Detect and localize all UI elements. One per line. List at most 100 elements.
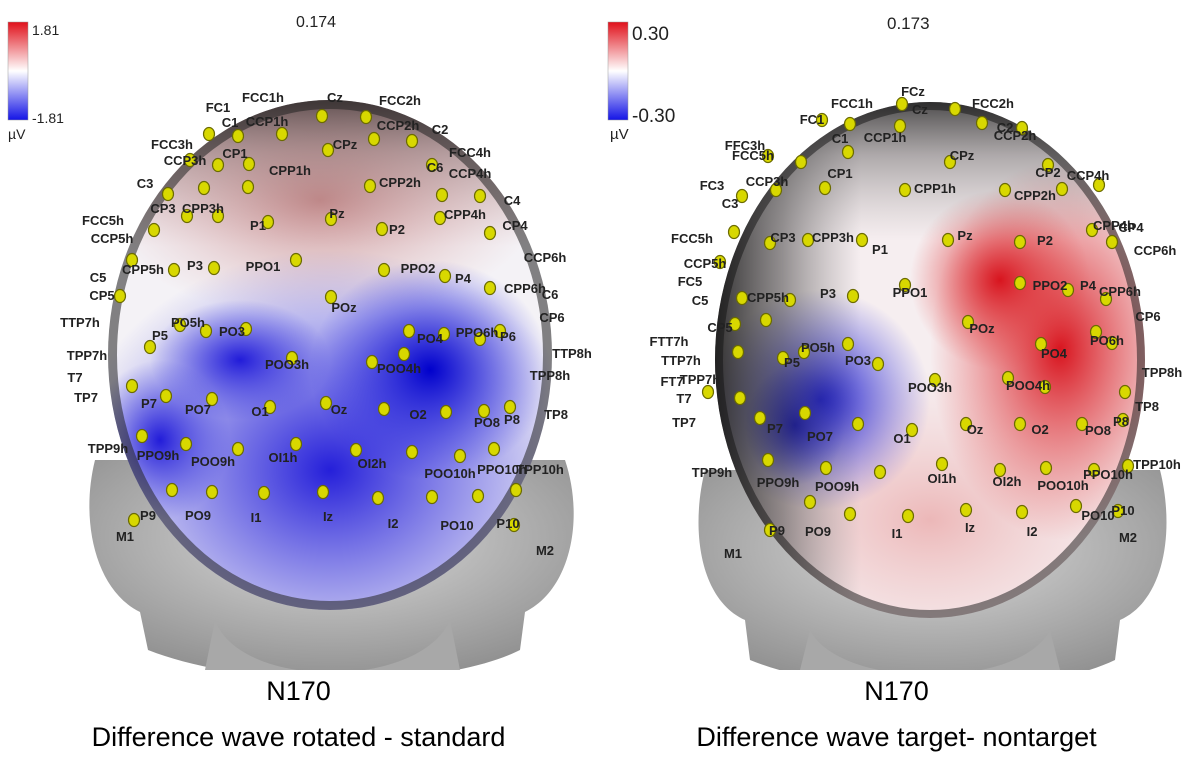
electrode-label: PO8 (1085, 423, 1111, 438)
electrode-label: FTT7h (650, 334, 689, 349)
electrode-dot (993, 462, 1007, 478)
electrode-dot (316, 484, 330, 500)
electrode-label: TTP7h (60, 315, 100, 330)
electrode-dot (199, 323, 213, 339)
electrode-label: CCP3h (164, 153, 207, 168)
electrode-label: Pz (957, 228, 973, 243)
electrode-dot (239, 321, 253, 337)
electrode-dot (871, 356, 885, 372)
electrode-dot (315, 108, 329, 124)
electrode-dot (1015, 504, 1029, 520)
electrode-dot (477, 403, 491, 419)
electrode-dot (797, 344, 811, 360)
electrode-label: P2 (389, 222, 405, 237)
scalp-surface (715, 102, 1145, 618)
electrode-label: PPO2 (1033, 278, 1068, 293)
electrode-dot (961, 314, 975, 330)
electrode-label: Cz (912, 102, 928, 117)
time-point-label: 0.174 (296, 14, 337, 31)
electrode-label: I2 (1027, 524, 1038, 539)
electrode-dot (207, 260, 221, 276)
electrode-dot (873, 464, 887, 480)
electrode-label: CCP2h (377, 118, 420, 133)
electrode-dot (841, 336, 855, 352)
electrode-dot (483, 225, 497, 241)
electrode-label: M1 (724, 546, 742, 561)
electrode-label: CPP6h (1099, 284, 1141, 299)
electrode-dot (901, 508, 915, 524)
electrode-dot (405, 444, 419, 460)
electrode-dot (321, 142, 335, 158)
electrode-label: P5 (152, 328, 168, 343)
electrode-label: FC5 (678, 274, 703, 289)
electrode-label: P8 (504, 412, 520, 427)
electrode-dot (319, 395, 333, 411)
electrode-label: P7 (141, 396, 157, 411)
electrode-label: Iz (323, 509, 334, 524)
electrode-label: PO4 (417, 331, 444, 346)
electrode-label: PO10 (440, 518, 473, 533)
electrode-dot (1111, 503, 1125, 519)
electrode-dot (473, 331, 487, 347)
electrode-dot (127, 512, 141, 528)
electrode-label: FCz (901, 84, 925, 99)
colorbar-max-label: 0.30 (632, 24, 669, 45)
electrode-label: CCP1h (864, 130, 907, 145)
electrode-dot (763, 522, 777, 538)
electrode-label: M2 (1119, 530, 1137, 545)
electrode-dot (147, 222, 161, 238)
electrode-label: P3 (820, 286, 836, 301)
electrode-label: PO6h (1090, 333, 1124, 348)
electrode-dot (324, 289, 338, 305)
electrode-label: CPP1h (269, 163, 311, 178)
electrode-label: FCC5h (671, 231, 713, 246)
electrode-label: C4 (504, 193, 521, 208)
electrode-dot (257, 485, 271, 501)
scalp-surface (108, 100, 552, 610)
electrode-dot (377, 401, 391, 417)
electrode-dot (898, 182, 912, 198)
electrode-dot (761, 148, 775, 164)
electrode-label: PPO9h (757, 475, 800, 490)
electrode-dot (438, 268, 452, 284)
electrode-label: CPz (333, 137, 358, 152)
topomap-panel-rotated-standard: FCC1h Cz FCC2h FC1 C1 CCP1h CCP2h C2 FCC3h CPz CCP… (0, 0, 597, 775)
electrode-label: I1 (892, 526, 903, 541)
electrode-label: CP4 (502, 218, 528, 233)
electrode-label: PO3 (845, 353, 871, 368)
electrode-label: Oz (967, 422, 984, 437)
electrode-dot (935, 456, 949, 472)
electrode-label: CP1 (222, 146, 247, 161)
electrode-label: CCP4h (449, 166, 492, 181)
electrode-label: TPP9h (88, 441, 129, 456)
electrode-label: OI1h (269, 450, 298, 465)
panel-caption: Difference wave target- nontarget (696, 722, 1097, 752)
electrode-label: P5 (784, 355, 800, 370)
electrode-dot (397, 346, 411, 362)
electrode-dot (728, 316, 742, 332)
electrode-label: PO5h (801, 340, 835, 355)
colorbar-max-label: 1.81 (32, 22, 60, 38)
electrode-label: FCC1h (831, 96, 873, 111)
electrode-label: C1 (222, 115, 239, 130)
electrode-label: OI2h (993, 474, 1022, 489)
electrode-label: C5 (90, 270, 107, 285)
electrode-label: FCC2h (379, 93, 421, 108)
electrode-label: I2 (388, 516, 399, 531)
electrode-label: CP3 (150, 201, 175, 216)
component-label: N170 (266, 676, 331, 706)
electrode-label: PPO10h (477, 462, 527, 477)
electrode-label: C2 (997, 120, 1014, 135)
electrode-label: PPO6h (456, 325, 499, 340)
electrode-label: CCP1h (246, 114, 289, 129)
electrode-dot (769, 182, 783, 198)
electrode-label: P10 (496, 516, 519, 531)
electrode-label: CPP6h (504, 281, 546, 296)
electrode-dot (435, 187, 449, 203)
electrode-label: PO8 (474, 415, 500, 430)
electrode-label: PO4 (1041, 346, 1068, 361)
electrode-dot (359, 109, 373, 125)
